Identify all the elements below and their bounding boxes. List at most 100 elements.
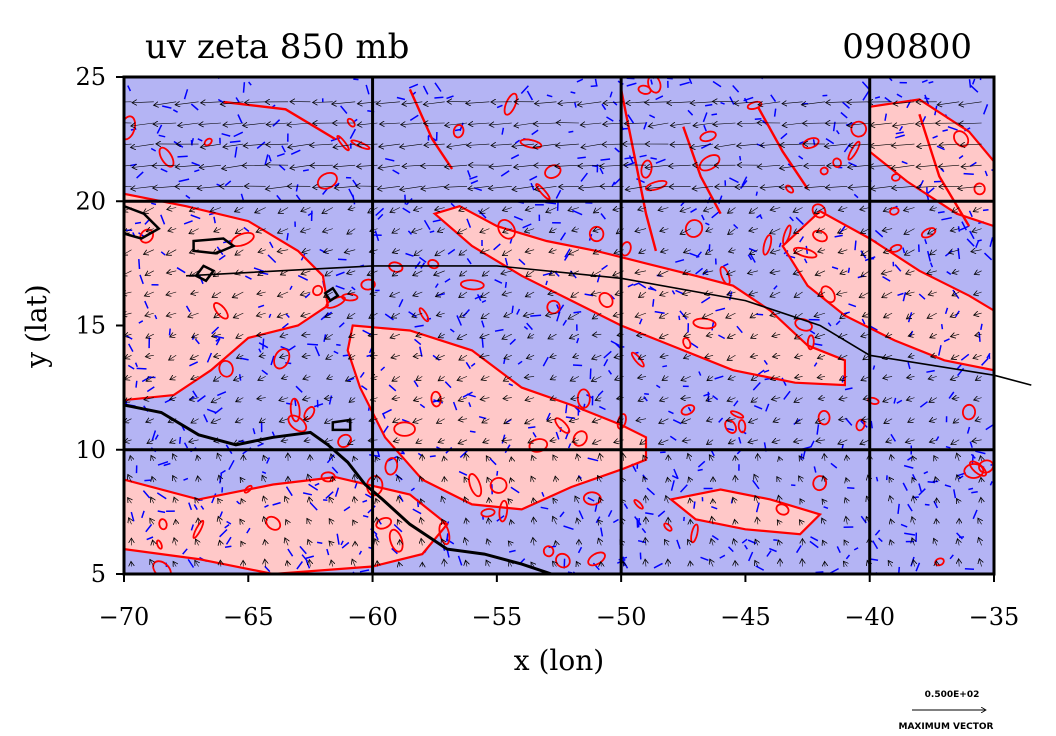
- red-contour: [576, 388, 591, 409]
- wind-vector: [147, 440, 154, 444]
- wind-vector: [715, 186, 736, 187]
- wind-vector: [637, 334, 647, 335]
- blue-contour-dash: [693, 501, 696, 509]
- blue-contour-dash: [393, 523, 403, 533]
- wind-vector: [601, 562, 602, 567]
- wind-vector: [503, 229, 512, 233]
- blue-contour-dash: [944, 484, 952, 488]
- wind-vector: [794, 397, 803, 403]
- blue-contour-dash: [183, 477, 189, 481]
- blue-contour-dash: [923, 471, 929, 475]
- wind-vector: [550, 440, 557, 441]
- blue-contour-dash: [862, 90, 870, 101]
- blue-contour-dash: [982, 208, 989, 212]
- wind-vector: [638, 376, 647, 378]
- wind-vector: [799, 476, 803, 483]
- wind-vector: [435, 208, 445, 211]
- blue-contour-dash: [778, 242, 782, 248]
- wind-vector: [930, 249, 937, 255]
- wind-vector: [704, 208, 714, 212]
- wind-vector: [886, 334, 893, 337]
- wind-vector: [726, 419, 736, 421]
- wind-vector: [444, 186, 468, 187]
- wind-vector: [645, 538, 646, 546]
- wind-vector: [214, 355, 221, 357]
- red-contour: [637, 84, 652, 95]
- wind-vector: [906, 312, 915, 319]
- wind-vector: [324, 398, 333, 399]
- wind-vector: [572, 229, 579, 231]
- wind-vector: [392, 376, 401, 381]
- blue-contour-dash: [942, 129, 948, 132]
- wind-vector: [377, 186, 400, 189]
- blue-contour-dash: [188, 502, 193, 511]
- wind-vector: [324, 291, 333, 297]
- red-contour: [775, 503, 790, 516]
- wind-vector: [888, 561, 892, 567]
- blue-contour-dash: [600, 213, 606, 220]
- wind-vector: [907, 376, 915, 378]
- wind-vector: [528, 440, 535, 443]
- blue-contour-dash: [712, 80, 722, 88]
- blue-contour-dash: [220, 469, 226, 475]
- blue-contour-dash: [982, 104, 989, 115]
- blue-contour-dash: [638, 318, 643, 325]
- blue-contour-dash: [744, 544, 748, 550]
- blue-contour-dash: [154, 314, 158, 320]
- blue-contour-dash: [853, 547, 859, 551]
- wind-vector: [348, 208, 356, 210]
- wind-vector: [533, 538, 534, 546]
- blue-contour-dash: [643, 121, 648, 130]
- wind-vector: [190, 355, 199, 359]
- wind-vector: [840, 312, 848, 319]
- wind-vector: [214, 229, 222, 232]
- wind-vector: [860, 208, 870, 210]
- wind-vector: [913, 496, 914, 504]
- wind-vector: [302, 250, 311, 253]
- blue-contour-dash: [643, 396, 648, 402]
- wind-vector: [377, 517, 378, 525]
- wind-vector: [837, 292, 848, 295]
- blue-contour-dash: [603, 350, 612, 359]
- wind-vector: [706, 250, 714, 255]
- wind-vector: [838, 250, 848, 253]
- wind-vector: [533, 517, 534, 525]
- blue-contour-dash: [404, 194, 407, 205]
- wind-vector: [690, 519, 691, 524]
- blue-contour-dash: [225, 536, 232, 545]
- wind-vector: [169, 355, 177, 360]
- wind-vector: [301, 313, 311, 316]
- red-contour: [497, 219, 516, 240]
- blue-contour-dash: [158, 134, 166, 138]
- wind-vector: [218, 499, 221, 504]
- blue-contour-dash: [773, 108, 777, 117]
- blue-contour-dash: [986, 352, 991, 359]
- wind-vector: [814, 313, 826, 316]
- wind-vector: [593, 250, 602, 254]
- wind-vector: [213, 376, 222, 381]
- blue-contour-dash: [504, 257, 509, 266]
- blue-contour-dash: [732, 85, 740, 93]
- blue-contour-dash: [981, 357, 989, 366]
- blue-contour-dash: [221, 132, 231, 137]
- red-contour: [316, 171, 338, 190]
- wind-vector: [598, 538, 601, 546]
- wind-vector: [145, 271, 154, 276]
- blue-contour-dash: [900, 523, 908, 528]
- wind-vector: [979, 559, 981, 567]
- blue-contour-dash: [854, 240, 857, 251]
- wind-vector: [846, 516, 848, 525]
- wind-vector: [974, 313, 982, 315]
- blue-contour-dash: [219, 528, 228, 538]
- wind-vector: [957, 539, 959, 546]
- wind-vector: [816, 440, 826, 441]
- wind-vector: [795, 334, 803, 339]
- blue-contour-dash: [847, 267, 851, 274]
- wind-vector: [174, 538, 176, 546]
- x-tick-label: −55: [472, 603, 523, 631]
- blue-contour-dash: [748, 551, 754, 562]
- wind-vector: [817, 229, 826, 233]
- wind-vector: [770, 228, 781, 234]
- blue-contour-dash: [246, 527, 251, 534]
- blue-contour-dash: [901, 160, 908, 165]
